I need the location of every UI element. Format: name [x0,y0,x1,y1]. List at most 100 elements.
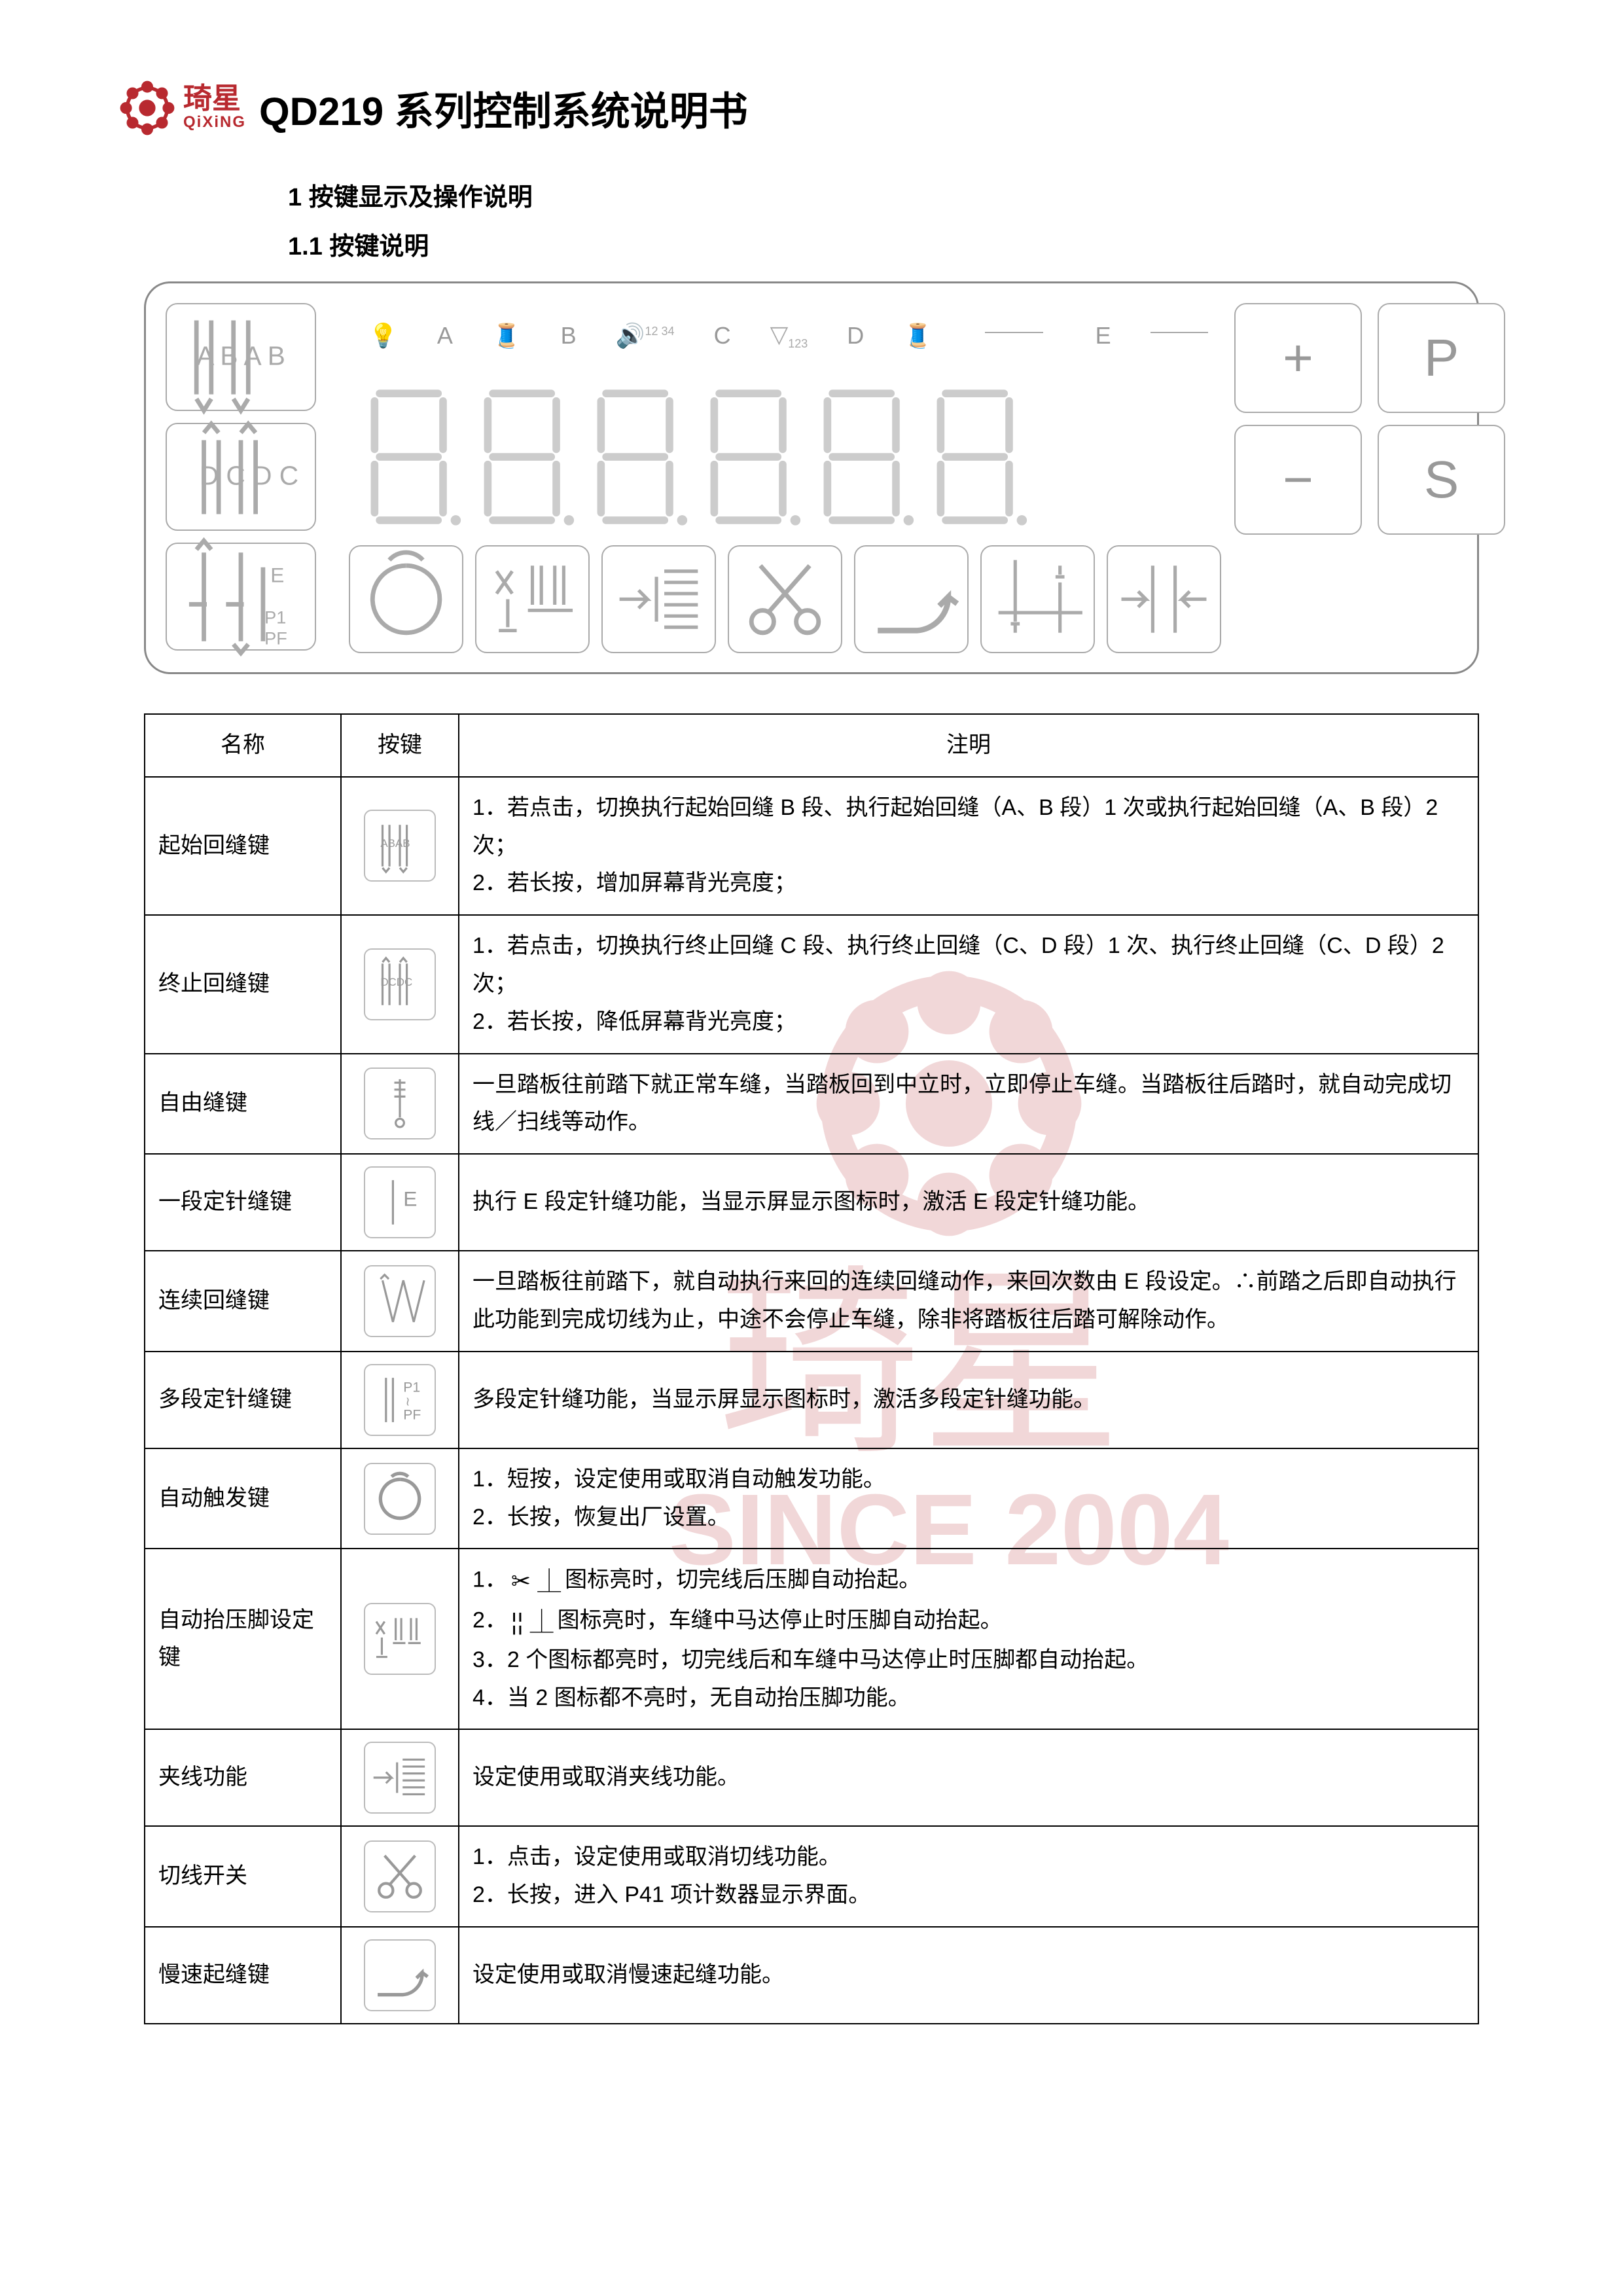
row-desc: 执行 E 段定针缝功能，当显示屏显示图标时，激活 E 段定针缝功能。 [459,1154,1478,1251]
table-row: 自动抬压脚设定键 1．✂ ⏊图标亮时，切完线后压脚自动抬起。2．¦¦ ⏊图标亮时… [145,1549,1478,1729]
btn-auto-trigger-icon [364,1463,436,1535]
btn-multi-seg-icon: P1 ≀ PF [364,1364,436,1436]
row-desc: 多段定针缝功能，当显示屏显示图标时，激活多段定针缝功能。 [459,1352,1478,1448]
digit-2 [588,378,690,535]
row-name: 终止回缝键 [145,915,341,1053]
digit-4 [815,378,916,535]
row-button-icon: ABAB [341,777,459,915]
panel-btn-trim [728,545,842,653]
table-row: 切线开关 1．点击，设定使用或取消切线功能。2．长按，进入 P41 项计数器显示… [145,1826,1478,1927]
gear-icon [118,79,177,137]
row-desc: 1．若点击，切换执行终止回缝 C 段、执行终止回缝（C、D 段）1 次、执行终止… [459,915,1478,1053]
btn-start-backtack-icon: ABAB [364,810,436,882]
row-button-icon [341,1729,459,1826]
row-button-icon [341,1549,459,1729]
svg-text:P1: P1 [403,1380,420,1395]
btn-auto-foot-icon [364,1603,436,1675]
row-name: 起始回缝键 [145,777,341,915]
row-name: 自由缝键 [145,1054,341,1155]
panel-btn-auto-foot [475,545,590,653]
row-name: 一段定针缝键 [145,1154,341,1251]
row-button-icon: E [341,1154,459,1251]
row-desc: 一旦踏板往前踏下，就自动执行来回的连续回缝动作，来回次数由 E 段设定。∴前踏之… [459,1251,1478,1352]
row-button-icon [341,1054,459,1155]
seven-segment-display [349,368,1221,545]
digit-3 [702,378,803,535]
table-row: 终止回缝键 DCDC 1．若点击，切换执行终止回缝 C 段、执行终止回缝（C、D… [145,915,1478,1053]
row-name: 慢速起缝键 [145,1927,341,2024]
brand-logo: 琦星 QiXiNG [118,79,246,137]
svg-text:E: E [403,1187,417,1210]
row-name: 切线开关 [145,1826,341,1927]
table-row: 自由缝键 一旦踏板往前踏下就正常车缝，当踏板回到中立时，立即停止车缝。当踏板往后… [145,1054,1478,1155]
table-row: 慢速起缝键 设定使用或取消慢速起缝功能。 [145,1927,1478,2024]
page-title: QD219 系列控制系统说明书 [259,80,748,137]
row-desc: 一旦踏板往前踏下就正常车缝，当踏板回到中立时，立即停止车缝。当踏板往后踏时，就自… [459,1054,1478,1155]
row-button-icon [341,1927,459,2024]
digit-1 [475,378,577,535]
btn-continuous-icon [364,1265,436,1337]
table-row: 一段定针缝键 E 执行 E 段定针缝功能，当显示屏显示图标时，激活 E 段定针缝… [145,1154,1478,1251]
panel-btn-continuous-left: E P1 PF [166,543,316,651]
btn-trim-icon [364,1840,436,1912]
row-button-icon: DCDC [341,915,459,1053]
table-row: 连续回缝键 一旦踏板往前踏下，就自动执行来回的连续回缝动作，来回次数由 E 段设… [145,1251,1478,1352]
svg-text:D C D C: D C D C [200,460,298,490]
panel-btn-slow-start [854,545,969,653]
btn-clamp-icon [364,1742,436,1814]
table-row: 自动触发键 1．短按，设定使用或取消自动触发功能。2．长按，恢复出厂设置。 [145,1448,1478,1549]
svg-text:PF: PF [264,628,287,648]
panel-btn-needle-pos [980,545,1095,653]
svg-text:PF: PF [403,1407,421,1422]
panel-btn-s: S [1378,425,1505,535]
btn-free-sew-icon [364,1067,436,1139]
svg-text:DCDC: DCDC [380,976,412,988]
table-row: 夹线功能 设定使用或取消夹线功能。 [145,1729,1478,1826]
row-button-icon [341,1251,459,1352]
svg-text:P1: P1 [264,607,286,627]
row-desc: 设定使用或取消慢速起缝功能。 [459,1927,1478,2024]
row-desc: 设定使用或取消夹线功能。 [459,1729,1478,1826]
panel-btn-plus: + [1234,303,1362,413]
brand-name-cn: 琦星 [183,84,246,113]
table-row: 起始回缝键 ABAB 1．若点击，切换执行起始回缝 B 段、执行起始回缝（A、B… [145,777,1478,915]
row-name: 自动抬压脚设定键 [145,1549,341,1729]
row-name: 自动触发键 [145,1448,341,1549]
panel-btn-clamp [601,545,716,653]
th-desc: 注明 [459,714,1478,777]
panel-btn-start-backtack: A B A B [166,303,316,411]
th-name: 名称 [145,714,341,777]
row-name: 多段定针缝键 [145,1352,341,1448]
btn-end-backtack-icon: DCDC [364,948,436,1020]
row-desc: 1．点击，设定使用或取消切线功能。2．长按，进入 P41 项计数器显示界面。 [459,1826,1478,1927]
row-desc: 1．✂ ⏊图标亮时，切完线后压脚自动抬起。2．¦¦ ⏊图标亮时，车缝中马达停止时… [459,1549,1478,1729]
panel-btn-auto-trigger [349,545,463,653]
section-1-1-heading: 1.1 按键说明 [288,226,1505,262]
th-button: 按键 [341,714,459,777]
panel-btn-p: P [1378,303,1505,413]
row-name: 夹线功能 [145,1729,341,1826]
digit-0 [362,378,463,535]
row-name: 连续回缝键 [145,1251,341,1352]
row-button-icon [341,1448,459,1549]
panel-btn-end-backtack: D C D C [166,423,316,531]
brand-name-en: QiXiNG [183,113,246,132]
panel-btn-minus: − [1234,425,1362,535]
svg-text:E: E [270,563,284,586]
row-desc: 1．若点击，切换执行起始回缝 B 段、执行起始回缝（A、B 段）1 次或执行起始… [459,777,1478,915]
btn-one-seg-icon: E [364,1166,436,1238]
btn-slow-start-icon [364,1939,436,2011]
row-button-icon [341,1826,459,1927]
doc-header: 琦星 QiXiNG QD219 系列控制系统说明书 [118,79,1505,137]
digit-5 [928,378,1029,535]
svg-text:A B A B: A B A B [196,340,285,370]
row-desc: 1．短按，设定使用或取消自动触发功能。2．长按，恢复出厂设置。 [459,1448,1478,1549]
table-row: 多段定针缝键 P1 ≀ PF 多段定针缝功能，当显示屏显示图标时，激活多段定针缝… [145,1352,1478,1448]
svg-text:ABAB: ABAB [380,838,410,850]
panel-btn-stitch-width [1107,545,1221,653]
button-description-table: 名称 按键 注明 起始回缝键 ABAB 1．若点击，切换执行起始回缝 B 段、执… [144,713,1479,2024]
control-panel-diagram: A B A B D C D C E P1 PF [144,281,1479,674]
svg-text:≀: ≀ [405,1395,410,1408]
panel-top-icons: 💡A 🧵B 🔊12 34C ▽123D 🧵 E [349,303,1221,368]
row-button-icon: P1 ≀ PF [341,1352,459,1448]
